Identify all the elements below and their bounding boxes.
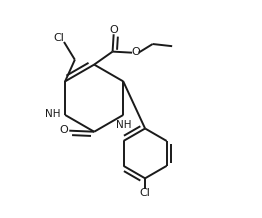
Text: Cl: Cl (140, 189, 150, 198)
Text: O: O (132, 47, 140, 57)
Text: O: O (109, 24, 118, 34)
Text: Cl: Cl (53, 33, 64, 43)
Text: NH: NH (116, 120, 131, 130)
Text: O: O (59, 125, 68, 135)
Text: NH: NH (45, 109, 61, 119)
